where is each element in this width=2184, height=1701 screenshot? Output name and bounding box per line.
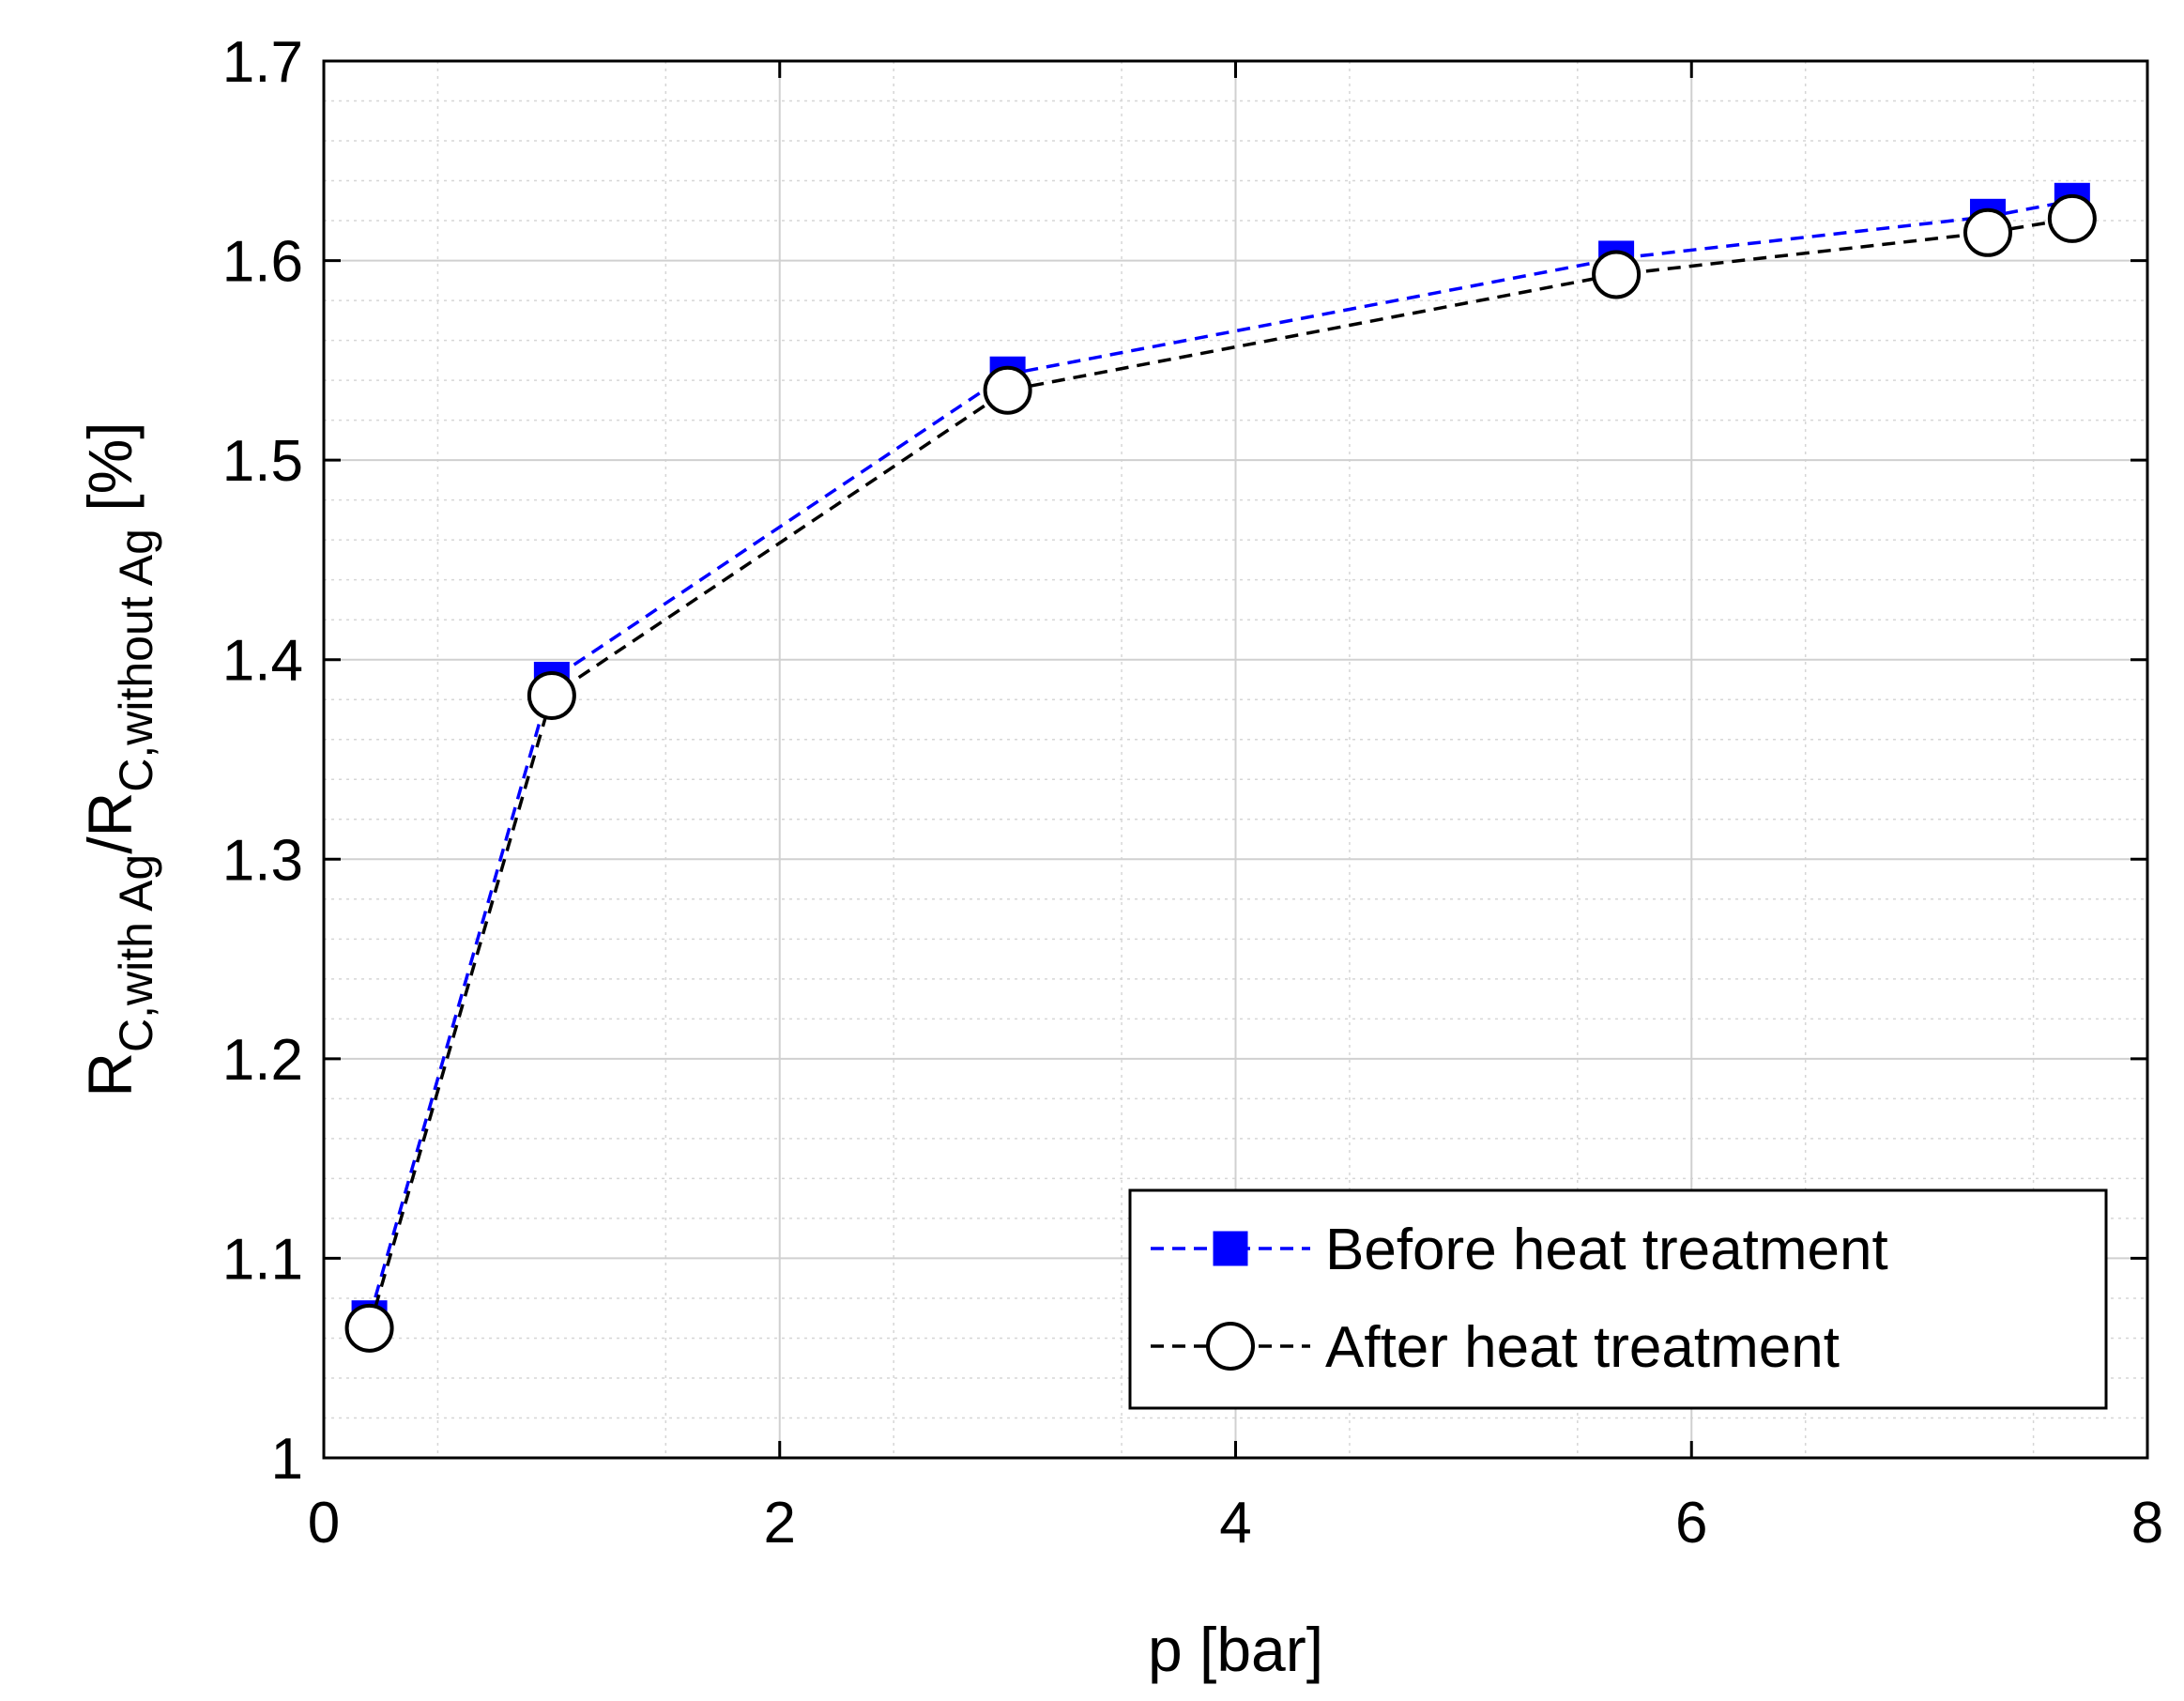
legend-label: Before heat treatment <box>1325 1218 1888 1282</box>
legend-marker-square <box>1213 1231 1248 1266</box>
x-axis-label: p [bar] <box>1148 1615 1323 1684</box>
x-tick-label: 6 <box>1675 1491 1707 1555</box>
y-label-separator: /R <box>75 792 145 854</box>
legend-marker-circle <box>1206 1322 1255 1371</box>
data-point-circle <box>1963 207 2012 257</box>
y-tick-labels: 1 1.1 1.2 1.3 1.4 1.5 1.6 1.7 <box>222 30 303 1492</box>
data-point-circle <box>983 365 1032 415</box>
x-tick-label: 4 <box>1219 1491 1251 1555</box>
series-layer <box>344 182 2097 1353</box>
legend-entries: Before heat treatment After heat treatmen… <box>1151 1218 1888 1380</box>
y-label-subscript-2: C,without Ag <box>110 529 162 792</box>
y-tick-label: 1.2 <box>222 1028 303 1093</box>
legend-label: After heat treatment <box>1325 1315 1840 1380</box>
series-after <box>344 193 2097 1353</box>
legend-entry: After heat treatment <box>1151 1315 1840 1380</box>
y-label-unit: [%] <box>75 421 145 529</box>
y-tick-label: 1 <box>271 1427 303 1492</box>
y-axis-label: RC,with Ag/RC,without Ag [%] <box>75 421 162 1096</box>
x-tick-label: 0 <box>308 1491 340 1555</box>
y-label-subscript-1: C,with Ag <box>110 854 162 1052</box>
data-point-circle <box>1592 250 1642 299</box>
data-point-circle <box>344 1303 394 1353</box>
y-tick-label: 1.5 <box>222 429 303 494</box>
legend: Before heat treatment After heat treatmen… <box>1128 1188 2108 1410</box>
data-point-circle <box>2047 193 2097 243</box>
axis-ticks <box>322 59 2149 1460</box>
y-tick-label: 1.7 <box>222 30 303 95</box>
x-tick-label: 8 <box>2131 1491 2163 1555</box>
minor-grid <box>324 61 2147 1458</box>
series-line <box>367 199 2073 1319</box>
y-label-base-1: R <box>75 1052 145 1097</box>
data-point-circle <box>527 670 576 720</box>
y-tick-label: 1.1 <box>222 1227 303 1292</box>
y-tick-label: 1.6 <box>222 230 303 295</box>
legend-entry: Before heat treatment <box>1151 1218 1888 1282</box>
legend-box <box>1128 1188 2108 1410</box>
x-tick-labels: 0 2 4 6 8 <box>308 1491 2163 1555</box>
y-tick-label: 1.3 <box>222 828 303 893</box>
x-tick-label: 2 <box>764 1491 796 1555</box>
y-tick-label: 1.4 <box>222 629 303 694</box>
